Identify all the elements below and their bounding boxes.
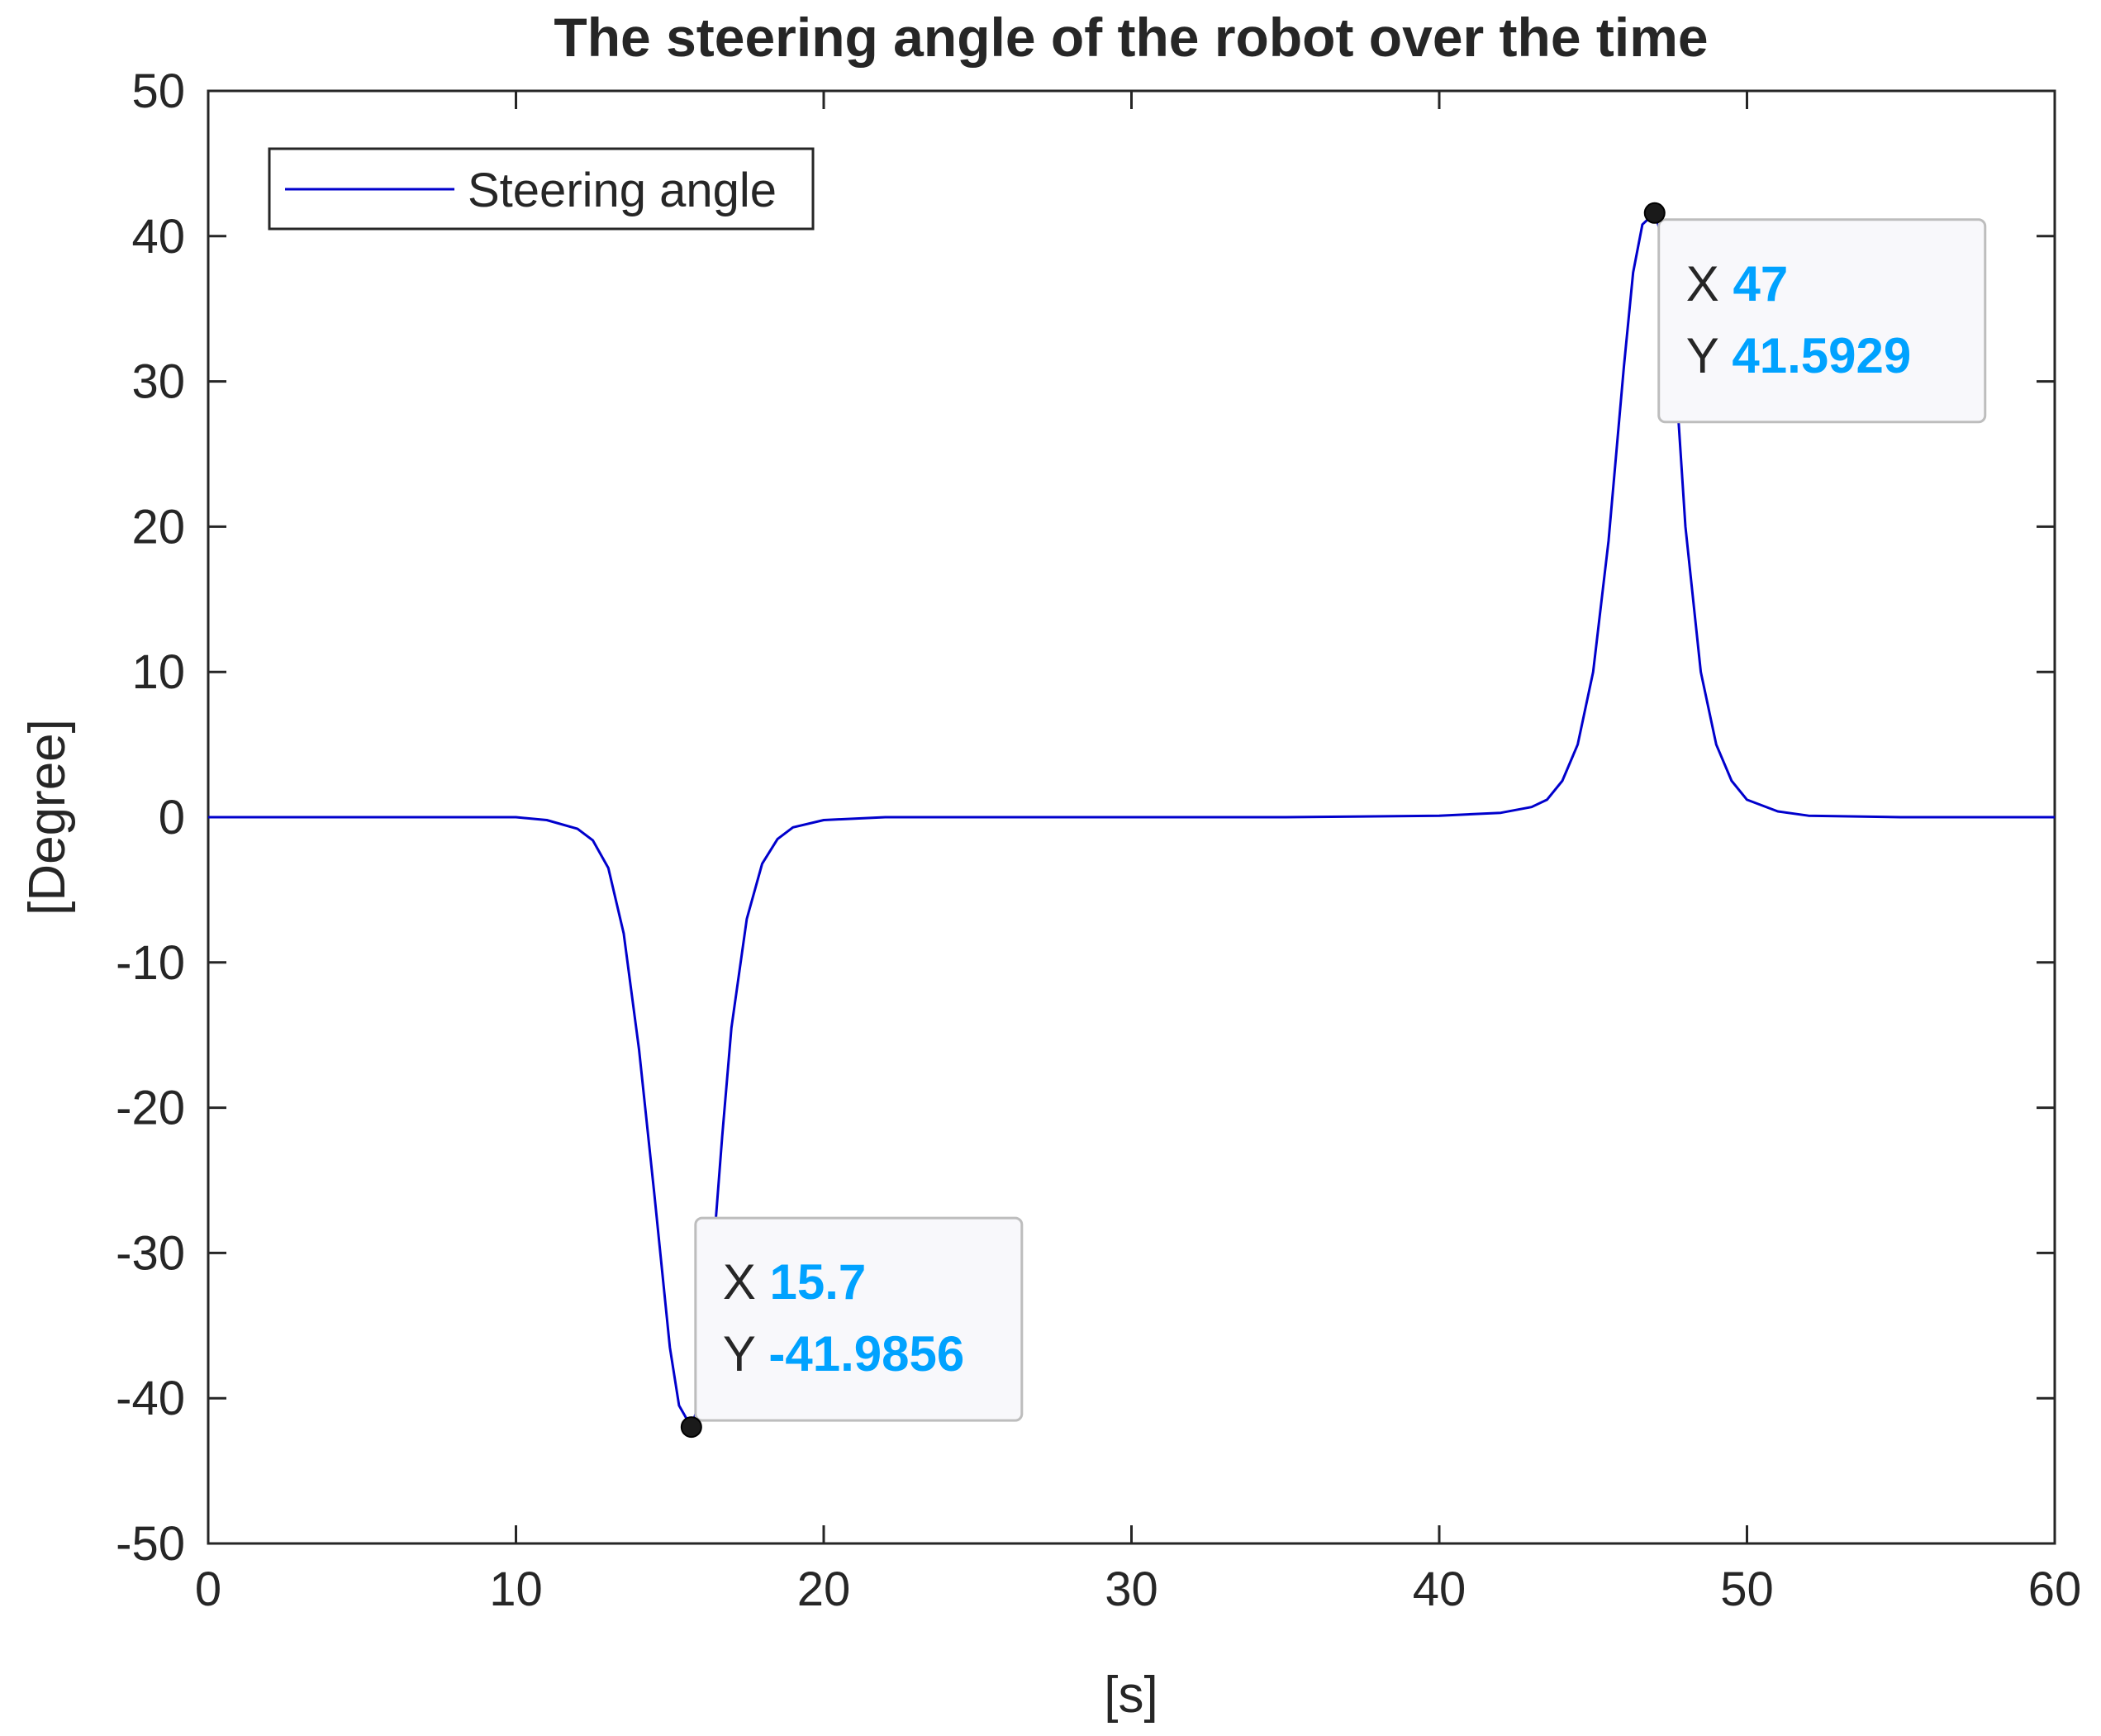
datatip-x-label: X xyxy=(1686,256,1733,312)
legend-label-steering-angle: Steering angle xyxy=(468,164,777,217)
y-tick-label: -40 xyxy=(116,1372,185,1425)
datatip-x-label: X xyxy=(723,1254,770,1310)
datatip-y-label: Y xyxy=(1686,328,1733,383)
y-tick-label: 20 xyxy=(131,500,185,554)
x-axis-label: [s] xyxy=(1104,1667,1157,1724)
datatip-y-row: Y 41.5929 xyxy=(1686,328,1912,383)
y-tick-label: 50 xyxy=(131,64,185,118)
y-tick-label: -50 xyxy=(116,1517,185,1571)
y-tick-label: -10 xyxy=(116,936,185,990)
datatip-y-value: 41.5929 xyxy=(1732,328,1911,383)
x-tick-label: 50 xyxy=(1720,1562,1774,1616)
x-tick-label: 60 xyxy=(2028,1562,2082,1616)
x-tick-label: 10 xyxy=(489,1562,543,1616)
datatip-marker[interactable] xyxy=(1643,202,1666,224)
datatip-marker[interactable] xyxy=(680,1416,702,1439)
datatip-y-label: Y xyxy=(723,1326,769,1382)
y-tick-label: 40 xyxy=(131,210,185,264)
y-tick-label: 10 xyxy=(131,645,185,699)
datatip-1[interactable]: X 15.7Y -41.9856 xyxy=(680,1216,1024,1439)
datatip-x-value: 47 xyxy=(1733,256,1788,312)
chart-title: The steering angle of the robot over the… xyxy=(554,7,1708,68)
datatip-box xyxy=(1657,218,1987,424)
datatip-y-value: -41.9856 xyxy=(768,1326,964,1382)
series-line-steering-angle xyxy=(208,212,2055,1429)
axis-ticks: 0 10 20 30 40 50 60 -50 -40 -30 -20 -10 0 10 20 30 40 50 xyxy=(116,64,2081,1616)
datatip-box xyxy=(694,1216,1024,1422)
datatip-0[interactable]: X 47Y 41.5929 xyxy=(1643,202,1987,424)
x-tick-label: 30 xyxy=(1105,1562,1158,1616)
datatip-x-row: X 47 xyxy=(1686,256,1788,312)
x-tick-label: 20 xyxy=(797,1562,851,1616)
y-tick-label: 30 xyxy=(131,355,185,409)
datatip-x-value: 15.7 xyxy=(770,1254,867,1310)
y-tick-label: 0 xyxy=(159,791,185,844)
datatip-x-row: X 15.7 xyxy=(723,1254,866,1310)
datatip-y-row: Y -41.9856 xyxy=(723,1326,964,1382)
y-axis-label: [Degree] xyxy=(19,719,76,916)
x-tick-label: 40 xyxy=(1413,1562,1466,1616)
legend: Steering angle xyxy=(268,147,815,231)
x-tick-label: 0 xyxy=(195,1562,221,1616)
y-tick-label: -30 xyxy=(116,1226,185,1280)
y-tick-label: -20 xyxy=(116,1082,185,1135)
